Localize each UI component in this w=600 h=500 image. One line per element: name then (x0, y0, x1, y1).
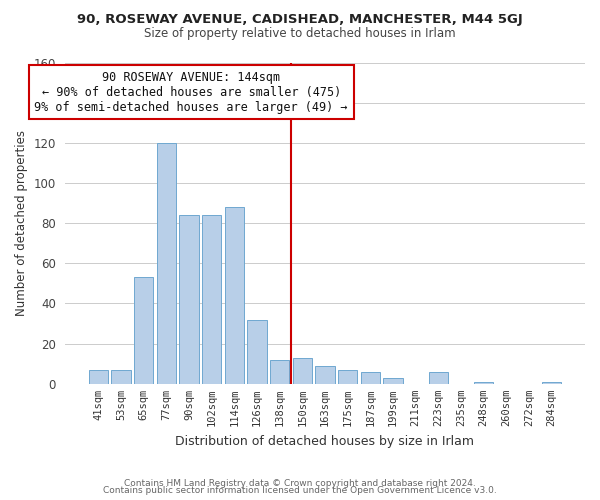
Text: 90 ROSEWAY AVENUE: 144sqm
← 90% of detached houses are smaller (475)
9% of semi-: 90 ROSEWAY AVENUE: 144sqm ← 90% of detac… (34, 70, 348, 114)
Bar (247, 320, 266, 384)
Bar (293, 358, 312, 384)
Text: Contains public sector information licensed under the Open Government Licence v3: Contains public sector information licen… (103, 486, 497, 495)
Bar (224, 207, 244, 384)
Bar (316, 366, 335, 384)
Bar (270, 360, 289, 384)
Bar (202, 215, 221, 384)
Bar (111, 370, 131, 384)
Bar (134, 278, 153, 384)
Bar (383, 378, 403, 384)
Bar (542, 382, 562, 384)
Bar (474, 382, 493, 384)
Bar (361, 372, 380, 384)
Bar (157, 143, 176, 384)
Y-axis label: Number of detached properties: Number of detached properties (15, 130, 28, 316)
Bar (89, 370, 108, 384)
Bar (338, 370, 357, 384)
Text: Size of property relative to detached houses in Irlam: Size of property relative to detached ho… (144, 28, 456, 40)
X-axis label: Distribution of detached houses by size in Irlam: Distribution of detached houses by size … (175, 434, 475, 448)
Text: Contains HM Land Registry data © Crown copyright and database right 2024.: Contains HM Land Registry data © Crown c… (124, 478, 476, 488)
Text: 90, ROSEWAY AVENUE, CADISHEAD, MANCHESTER, M44 5GJ: 90, ROSEWAY AVENUE, CADISHEAD, MANCHESTE… (77, 12, 523, 26)
Bar (179, 215, 199, 384)
Bar (429, 372, 448, 384)
